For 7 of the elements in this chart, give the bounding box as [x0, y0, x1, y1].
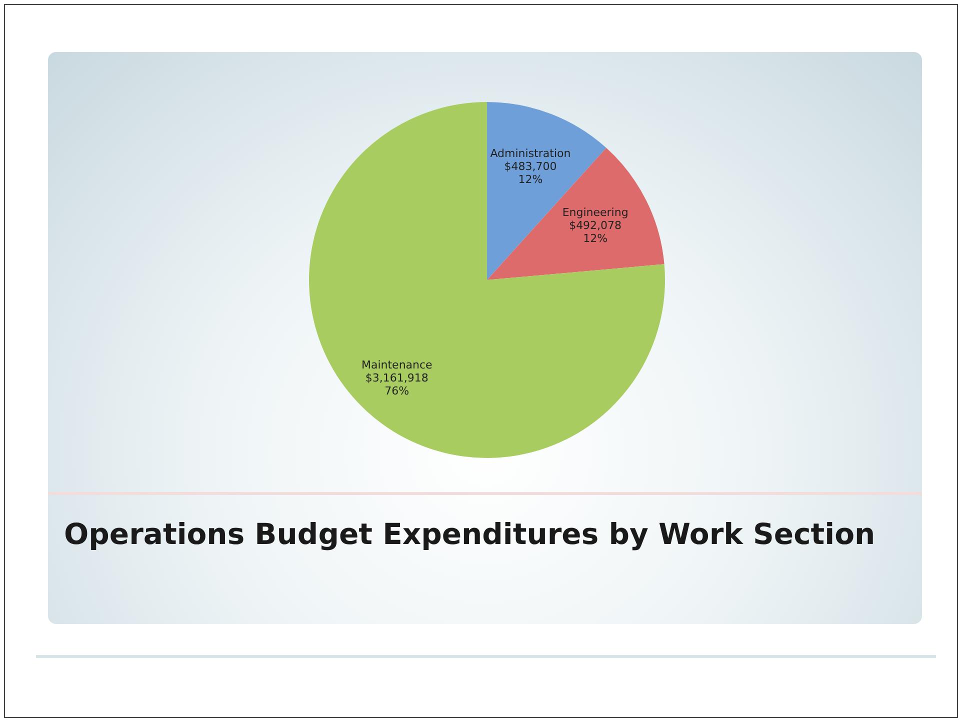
- text: Operations Budget Expenditures by Work Section: [64, 516, 876, 553]
- data-label: $3,161,918 76%: [365, 371, 428, 398]
- slice-label: Administration: [490, 146, 571, 160]
- data-label: $483,700 12%: [504, 160, 557, 186]
- slice-label: Maintenance: [361, 358, 433, 372]
- slice-label: Engineering: [562, 206, 628, 219]
- data-label: $492,078 12%: [569, 218, 622, 245]
